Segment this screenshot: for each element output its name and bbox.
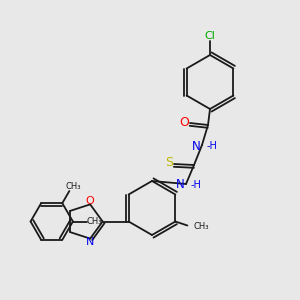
Text: CH₃: CH₃ [194, 222, 209, 231]
Text: -H: -H [191, 180, 202, 190]
Text: CH₃: CH₃ [65, 182, 81, 191]
Text: -H: -H [207, 141, 218, 151]
Text: N: N [86, 237, 94, 247]
Text: N: N [192, 140, 200, 152]
Text: CH₃: CH₃ [86, 217, 102, 226]
Text: Cl: Cl [205, 31, 215, 41]
Text: S: S [165, 157, 173, 169]
Text: O: O [86, 196, 94, 206]
Text: N: N [176, 178, 184, 191]
Text: O: O [179, 116, 189, 128]
